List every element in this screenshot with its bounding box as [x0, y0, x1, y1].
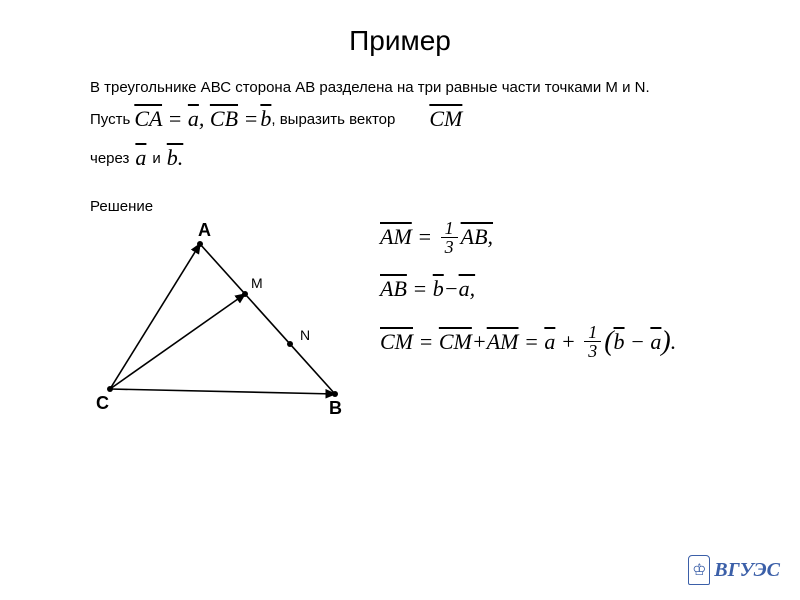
logo-text: ВГУЭС — [714, 559, 780, 582]
lower-row: ABCMN AM = 13 AB, AB = b − a, CM = CM + — [90, 219, 730, 439]
problem-line2: Пусть CA = a, CB = b , выразить вектор C… — [90, 104, 730, 135]
cm-var: CM — [429, 104, 462, 135]
label-N: N — [300, 327, 310, 343]
label-M: M — [251, 275, 263, 291]
slide-content: В треугольнике АВС сторона АВ разделена … — [0, 77, 800, 439]
thru-word: через — [90, 148, 129, 169]
a-var: a — [135, 143, 146, 174]
equation-2: AB = b − a, — [380, 274, 730, 305]
b-overlap: b — [260, 104, 271, 135]
b-var: b. — [167, 143, 184, 174]
slide-title: Пример — [0, 0, 800, 77]
triangle-diagram: A B C M N — [90, 219, 370, 439]
equation-1: AM = 13 AB, — [380, 219, 730, 256]
logo-crest-icon — [688, 555, 710, 585]
express-text: , выразить вектор — [271, 109, 395, 130]
solution-label: Решение — [90, 196, 730, 217]
label-B: B — [329, 398, 342, 418]
equation-3: CM = CM + AM = a + 13 ( b − a ) . — [380, 322, 730, 361]
let-word: Пусть — [90, 109, 130, 130]
and-word: и — [152, 148, 160, 169]
problem-line1: В треугольнике АВС сторона АВ разделена … — [90, 77, 730, 98]
label-C: C — [96, 393, 109, 413]
diagram-container: A B C M N — [90, 219, 370, 439]
ca-expr: CA = a, CB = — [134, 104, 258, 135]
label-A: A — [198, 220, 211, 240]
problem-line3: через a и b. — [90, 143, 730, 174]
equations-block: AM = 13 AB, AB = b − a, CM = CM + AM = a — [380, 219, 730, 380]
logo: ВГУЭС — [688, 555, 780, 585]
